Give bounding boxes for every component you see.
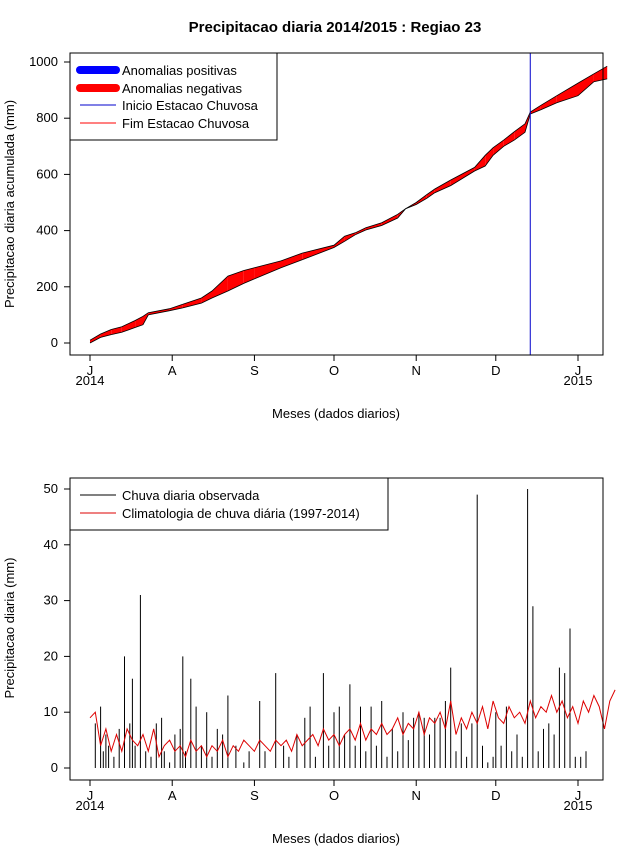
legend-label-climatology: Climatologia de chuva diária (1997-2014) <box>122 506 360 521</box>
x-tick-label: J <box>87 788 94 803</box>
x-tick-label: N <box>412 363 421 378</box>
negative-anomaly <box>334 236 345 248</box>
top-panel: 0 200 400 600 800 1000 J A S O N D J 2014 2015 Mese… <box>2 52 608 421</box>
negative-anomaly <box>201 291 212 304</box>
negative-anomaly <box>148 308 170 315</box>
bottom-legend: Chuva diaria observada Climatologia de c… <box>69 477 389 531</box>
top-year-label-start: 2014 <box>76 373 105 388</box>
negative-anomaly <box>344 232 356 242</box>
negative-anomaly <box>450 167 475 186</box>
x-tick-label: N <box>412 788 421 803</box>
y-tick-label: 800 <box>36 110 58 125</box>
cumulative-lines <box>89 65 608 344</box>
negative-anomaly <box>503 131 515 147</box>
bottom-year-label-end: 2015 <box>564 798 593 813</box>
negative-anomaly <box>100 329 112 338</box>
y-tick-label: 600 <box>36 166 58 181</box>
negative-anomaly <box>227 270 244 291</box>
negative-anomaly <box>426 189 435 199</box>
negative-anomaly <box>281 253 303 268</box>
negative-anomaly <box>578 73 594 96</box>
y-tick-label: 40 <box>44 537 58 552</box>
negative-anomaly <box>593 66 608 82</box>
x-tick-label: J <box>575 363 582 378</box>
legend-label-positive: Anomalias positivas <box>122 63 237 78</box>
x-tick-label: S <box>250 363 259 378</box>
x-tick-label: O <box>329 788 339 803</box>
negative-anomaly <box>365 222 382 230</box>
x-tick-label: A <box>168 788 177 803</box>
negative-anomaly <box>416 194 427 205</box>
y-tick-label: 20 <box>44 648 58 663</box>
negative-anomaly <box>556 83 578 103</box>
top-plot-frame <box>69 52 604 356</box>
y-tick-label: 1000 <box>29 54 58 69</box>
y-tick-label: 200 <box>36 279 58 294</box>
x-tick-label: J <box>575 788 582 803</box>
climatology-cumulative-line <box>89 65 608 341</box>
negative-anomaly <box>514 123 525 141</box>
negative-anomaly <box>381 214 398 226</box>
y-tick-label: 10 <box>44 704 58 719</box>
negative-anomaly <box>135 316 143 328</box>
observed-cumulative-line <box>89 78 608 344</box>
negative-anomaly <box>355 227 366 235</box>
y-tick-label: 30 <box>44 593 58 608</box>
negative-anomaly <box>90 334 101 343</box>
top-legend: Anomalias positivas Anomalias negativas … <box>69 52 278 141</box>
x-tick-label: J <box>87 363 94 378</box>
negative-anomaly <box>434 180 451 193</box>
x-tick-label: A <box>168 363 177 378</box>
negative-anomaly <box>169 304 183 311</box>
legend-label-end: Fim Estacao Chuvosa <box>122 116 250 131</box>
top-x-label: Meses (dados diarios) <box>272 406 400 421</box>
y-tick-label: 50 <box>44 481 58 496</box>
negative-anomaly <box>121 320 136 333</box>
negative-anomaly <box>540 95 557 110</box>
legend-label-observed: Chuva diaria observada <box>122 488 260 503</box>
negative-anomaly <box>182 298 202 308</box>
negative-anomaly <box>530 105 541 114</box>
bottom-legend-box <box>69 477 389 531</box>
chart-title: Precipitacao diaria 2014/2015 : Regiao 2… <box>189 19 482 36</box>
bottom-x-label: Meses (dados diarios) <box>272 831 400 846</box>
top-y-label: Precipitacao diaria acumulada (mm) <box>2 100 17 308</box>
x-tick-label: D <box>491 788 500 803</box>
top-y-axis: 0 200 400 600 800 1000 <box>29 54 70 350</box>
negative-anomaly <box>302 245 334 260</box>
bottom-panel: 0 10 20 30 40 50 J A S O N D J 2014 2015 Meses (dad… <box>2 477 616 846</box>
negative-anomaly <box>243 267 255 284</box>
y-tick-label: 0 <box>51 760 58 775</box>
negative-anomaly <box>493 140 504 156</box>
x-tick-label: S <box>250 788 259 803</box>
bottom-year-label-start: 2014 <box>76 798 105 813</box>
y-tick-label: 400 <box>36 223 58 238</box>
climatology-line <box>89 689 616 759</box>
negative-anomaly <box>485 147 494 166</box>
anomaly-fills <box>90 66 608 343</box>
daily-bars <box>94 489 587 768</box>
y-tick-label: 0 <box>51 335 58 350</box>
x-tick-label: D <box>491 363 500 378</box>
bottom-y-axis: 0 10 20 30 40 50 <box>44 481 70 775</box>
legend-label-start: Inicio Estacao Chuvosa <box>122 98 259 113</box>
bottom-y-label: Precipitacao diaria (mm) <box>2 558 17 699</box>
negative-anomaly <box>254 260 281 279</box>
legend-label-negative: Anomalias negativas <box>122 81 242 96</box>
top-year-label-end: 2015 <box>564 373 593 388</box>
x-tick-label: O <box>329 363 339 378</box>
